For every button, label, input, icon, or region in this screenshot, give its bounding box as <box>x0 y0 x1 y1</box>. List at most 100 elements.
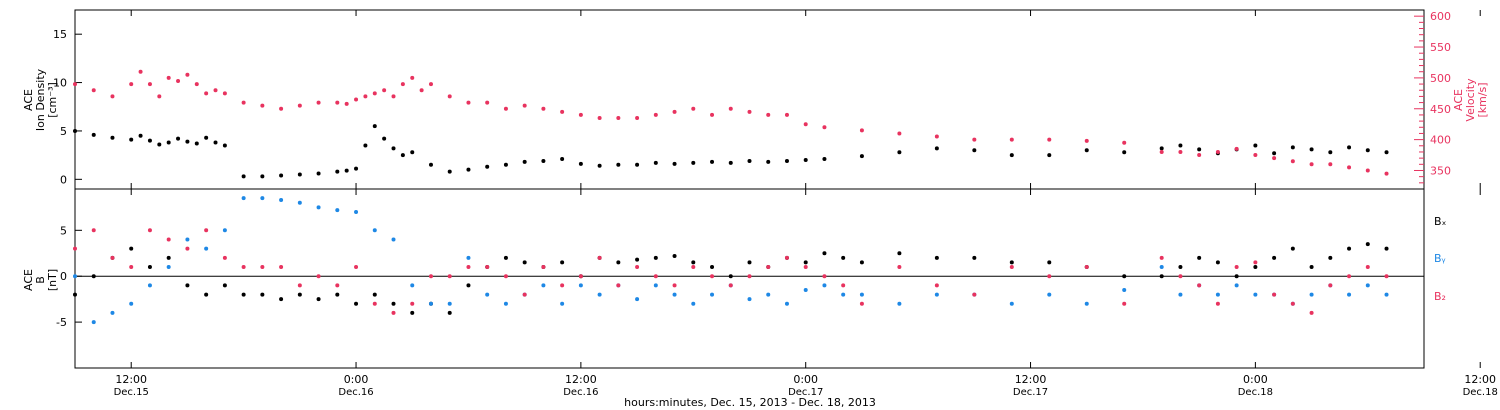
point-ion-density-33 <box>522 159 527 164</box>
point-ion-density-41 <box>672 161 677 166</box>
point-velocity-22 <box>363 94 368 99</box>
point-ion-density-4 <box>138 133 143 138</box>
point-by-31 <box>653 283 658 288</box>
point-bz-50 <box>1159 255 1164 260</box>
point-ion-density-30 <box>466 167 471 172</box>
point-by-10 <box>260 196 265 201</box>
point-by-30 <box>635 297 640 302</box>
point-ion-density-60 <box>1197 147 1202 152</box>
b-tick-label-2: 5 <box>60 224 67 237</box>
point-velocity-40 <box>635 116 640 121</box>
point-by-49 <box>1122 287 1127 292</box>
point-bx-51 <box>1178 265 1183 270</box>
point-bx-54 <box>1234 274 1239 279</box>
point-velocity-5 <box>147 82 152 87</box>
x-tick-time-4: 12:00 <box>1015 373 1047 386</box>
point-ion-density-15 <box>260 174 265 179</box>
point-velocity-15 <box>260 103 265 108</box>
point-ion-density-23 <box>372 124 377 129</box>
density-tick-label-2: 10 <box>53 77 67 90</box>
point-ion-density-43 <box>710 159 715 164</box>
density-tick-label-1: 5 <box>60 125 67 138</box>
point-bz-40 <box>822 274 827 279</box>
legend-bz: B₂ <box>1434 290 1446 303</box>
point-bz-35 <box>728 283 733 288</box>
point-bz-0 <box>73 246 77 251</box>
b-tick-label-0: -5 <box>56 316 67 329</box>
point-velocity-67 <box>1309 162 1314 167</box>
point-ion-density-27 <box>410 150 415 155</box>
point-by-25 <box>541 283 546 288</box>
point-by-33 <box>691 301 696 306</box>
point-bz-14 <box>335 283 340 288</box>
point-ion-density-66 <box>1309 147 1314 152</box>
point-velocity-27 <box>410 75 415 80</box>
point-velocity-63 <box>1234 146 1239 151</box>
point-velocity-11 <box>204 91 209 96</box>
point-velocity-48 <box>784 112 789 117</box>
point-ion-density-18 <box>316 171 321 176</box>
point-by-58 <box>1309 292 1314 297</box>
point-bz-43 <box>897 265 902 270</box>
point-bx-59 <box>1328 255 1333 260</box>
legend-by: Bᵧ <box>1434 252 1446 265</box>
point-by-5 <box>166 265 171 270</box>
point-velocity-29 <box>428 82 433 87</box>
point-bz-16 <box>372 301 377 306</box>
point-velocity-0 <box>73 82 77 87</box>
point-ion-density-50 <box>859 154 864 159</box>
point-bx-17 <box>391 301 396 306</box>
point-bx-45 <box>972 255 977 260</box>
point-bz-36 <box>747 274 752 279</box>
point-velocity-60 <box>1178 149 1183 154</box>
point-velocity-12 <box>213 88 218 93</box>
point-ion-density-3 <box>129 137 134 142</box>
point-by-39 <box>803 287 808 292</box>
point-bz-41 <box>841 283 846 288</box>
point-ion-density-31 <box>485 164 490 169</box>
point-bz-17 <box>391 310 396 315</box>
x-tick-date-6: Dec.18 <box>1463 387 1498 398</box>
point-by-15 <box>354 209 359 214</box>
density-tick-label-3: 15 <box>53 28 67 41</box>
x-tick-date-4: Dec.17 <box>1013 387 1048 398</box>
point-bz-29 <box>616 283 621 288</box>
point-by-19 <box>428 301 433 306</box>
x-axis-title: hours:minutes, Dec. 15, 2013 - Dec. 18, … <box>624 396 876 409</box>
point-by-3 <box>129 301 134 306</box>
point-bx-35 <box>728 274 733 279</box>
point-bz-34 <box>710 274 715 279</box>
point-by-32 <box>672 292 677 297</box>
point-velocity-30 <box>447 94 452 99</box>
point-by-21 <box>466 255 471 260</box>
point-velocity-66 <box>1290 159 1295 164</box>
point-ion-density-65 <box>1290 145 1295 150</box>
point-bx-46 <box>1009 260 1014 265</box>
plasma-data-points <box>73 69 1389 179</box>
point-velocity-24 <box>382 88 387 93</box>
velocity-tick-label-5: 600 <box>1430 10 1451 23</box>
point-velocity-43 <box>691 106 696 111</box>
point-bx-43 <box>897 251 902 256</box>
point-velocity-33 <box>503 106 508 111</box>
point-ion-density-67 <box>1328 150 1333 155</box>
point-velocity-17 <box>297 103 302 108</box>
point-bx-47 <box>1047 260 1052 265</box>
point-velocity-38 <box>597 116 602 121</box>
point-bz-12 <box>297 283 302 288</box>
x-tick-time-3: 0:00 <box>793 373 818 386</box>
point-bx-9 <box>241 292 246 297</box>
point-by-7 <box>204 246 209 251</box>
velocity-tick-label-4: 550 <box>1430 41 1451 54</box>
point-ion-density-32 <box>503 162 508 167</box>
plasma-panel: 0 5 10 15 350 400 450 500 550 600 ACE Ion Densit… <box>22 9 1489 190</box>
point-ion-density-7 <box>166 140 171 145</box>
point-by-8 <box>222 228 227 233</box>
point-bz-51 <box>1178 274 1183 279</box>
point-bx-33 <box>691 260 696 265</box>
magnetic-data-points <box>73 196 1389 325</box>
point-by-13 <box>316 205 321 210</box>
point-velocity-47 <box>766 112 771 117</box>
point-bz-30 <box>635 265 640 270</box>
point-velocity-6 <box>157 94 162 99</box>
